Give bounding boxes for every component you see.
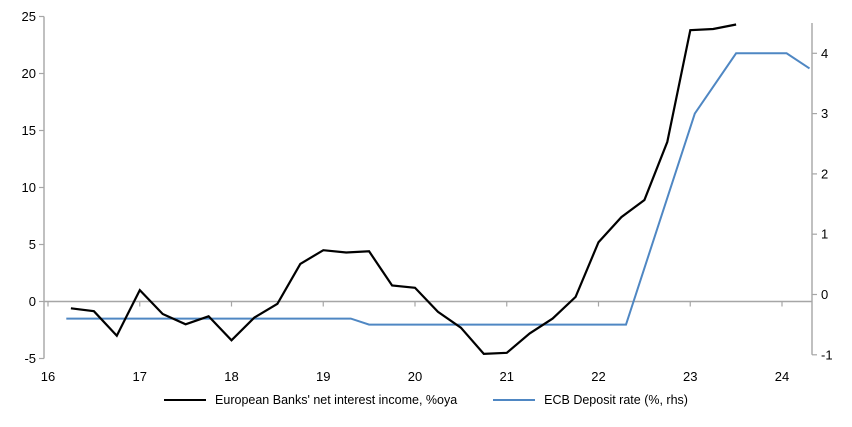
x-axis-tick-label: 21	[500, 369, 514, 384]
legend-item-ecb-deposit-rate: ECB Deposit rate (%, rhs)	[493, 393, 688, 407]
x-axis-tick-label: 23	[683, 369, 697, 384]
legend-label-net-interest-income: European Banks' net interest income, %oy…	[215, 393, 458, 407]
right-axis-tick-label: -1	[821, 347, 833, 362]
x-axis-tick-label: 19	[316, 369, 330, 384]
x-axis-tick-label: 17	[133, 369, 147, 384]
left-axis-tick-label: 20	[22, 66, 36, 81]
x-axis-tick-label: 20	[408, 369, 422, 384]
net-interest-income-line-swatch	[164, 399, 207, 401]
net-interest-income-line	[70, 23, 737, 356]
left-axis-tick-label: 0	[29, 294, 36, 309]
left-axis-tick-label: 10	[22, 180, 36, 195]
left-axis-tick-label: 15	[22, 123, 36, 138]
right-axis-tick-label: 0	[821, 287, 828, 302]
right-axis-tick-label: 1	[821, 227, 828, 242]
left-axis-tick-label: 5	[29, 237, 36, 252]
left-axis-tick-label: -5	[24, 351, 36, 366]
x-axis-tick-label: 24	[775, 369, 789, 384]
legend-label-ecb-deposit-rate: ECB Deposit rate (%, rhs)	[544, 393, 688, 407]
legend-item-net-interest-income: European Banks' net interest income, %oy…	[164, 393, 457, 407]
legend: European Banks' net interest income, %oy…	[0, 393, 852, 407]
right-axis-tick-label: 4	[821, 46, 828, 61]
left-axis-tick-label: 25	[22, 9, 36, 24]
x-axis-tick-label: 16	[41, 369, 55, 384]
right-axis-tick-label: 2	[821, 166, 828, 181]
x-axis-tick-label: 18	[224, 369, 238, 384]
ecb-deposit-rate-line-swatch	[493, 399, 536, 401]
x-axis-tick-label: 22	[591, 369, 605, 384]
right-axis-tick-label: 3	[821, 106, 828, 121]
ecb-deposit-rate-line	[66, 52, 811, 326]
